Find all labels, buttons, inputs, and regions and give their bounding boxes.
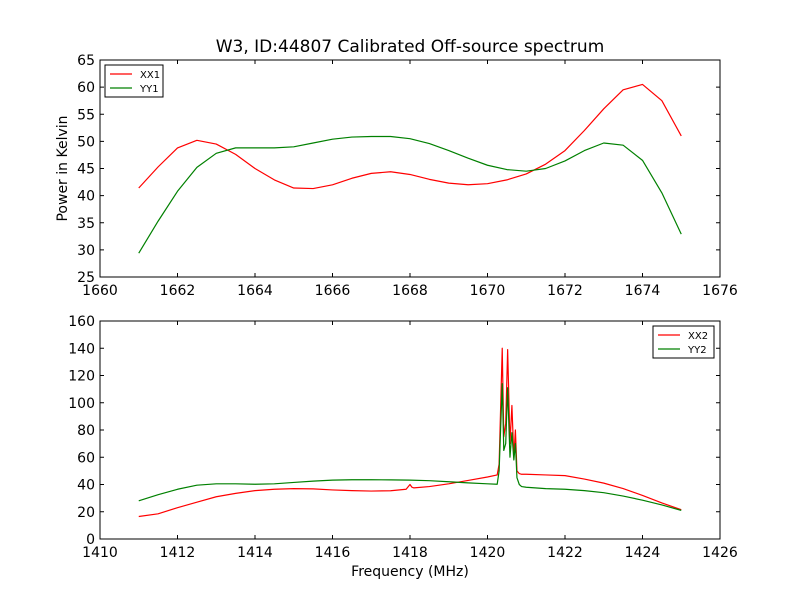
series-line-yy2	[138, 383, 682, 511]
y-tick-label: 60	[77, 80, 95, 96]
y-tick-label: 45	[77, 162, 95, 178]
y-tick-label: 160	[68, 314, 95, 330]
x-tick-label: 1660	[82, 283, 118, 299]
y-tick-label: 40	[77, 189, 95, 205]
x-tick-label: 1410	[82, 545, 118, 561]
x-tick-label: 1666	[315, 283, 351, 299]
x-tick-label: 1672	[547, 283, 583, 299]
y-tick-label: 40	[77, 478, 95, 494]
plot-area	[100, 321, 720, 539]
y-tick-label: 65	[77, 53, 95, 69]
x-tick-label: 1424	[625, 545, 661, 561]
y-axis-label: Power in Kelvin	[55, 115, 71, 221]
x-axis-label: Frequency (MHz)	[351, 564, 469, 580]
x-tick-label: 1676	[702, 283, 738, 299]
legend-box	[652, 325, 715, 359]
y-tick-label: 100	[68, 396, 95, 412]
x-tick-label: 1664	[237, 283, 273, 299]
y-tick-label: 50	[77, 134, 95, 150]
x-tick-label: 1414	[237, 545, 273, 561]
y-tick-label: 140	[68, 341, 95, 357]
legend-label-yy2: YY2	[687, 345, 707, 356]
chart-title: W3, ID:44807 Calibrated Off-source spect…	[216, 37, 605, 57]
legend-label-xx1: XX1	[140, 70, 160, 81]
y-tick-label: 20	[77, 505, 95, 521]
x-tick-label: 1412	[160, 545, 196, 561]
x-tick-label: 1670	[470, 283, 506, 299]
legend-label-yy1: YY1	[139, 84, 159, 95]
chart-2: 1410 1412 1414 1416 1418 1420 1422 1424 1426 0 20 4…	[68, 314, 738, 580]
y-tick-label: 35	[77, 216, 95, 232]
y-tick-label: 80	[77, 423, 95, 439]
legend-label-xx2: XX2	[688, 331, 708, 342]
x-tick-label: 1668	[392, 283, 428, 299]
x-tick-label: 1422	[547, 545, 583, 561]
series-line-yy1	[138, 135, 682, 254]
legend-box	[104, 64, 164, 98]
y-tick-label: 30	[77, 243, 95, 259]
y-tick-label: 25	[77, 270, 95, 286]
x-tick-label: 1420	[470, 545, 506, 561]
series-line-xx2	[138, 347, 682, 518]
x-tick-label: 1418	[392, 545, 428, 561]
y-tick-label: 60	[77, 450, 95, 466]
y-tick-label: 120	[68, 369, 95, 385]
x-tick-label: 1416	[315, 545, 351, 561]
series-line-xx1	[138, 83, 682, 190]
x-tick-label: 1426	[702, 545, 738, 561]
x-tick-label: 1674	[625, 283, 661, 299]
plot-area	[100, 60, 720, 277]
y-tick-label: 0	[86, 532, 95, 548]
chart-1: 1660 1662 1664 1666 1668 1670 1672 1674 1676 25 30…	[55, 37, 738, 299]
y-tick-label: 55	[77, 107, 95, 123]
x-tick-label: 1662	[160, 283, 196, 299]
